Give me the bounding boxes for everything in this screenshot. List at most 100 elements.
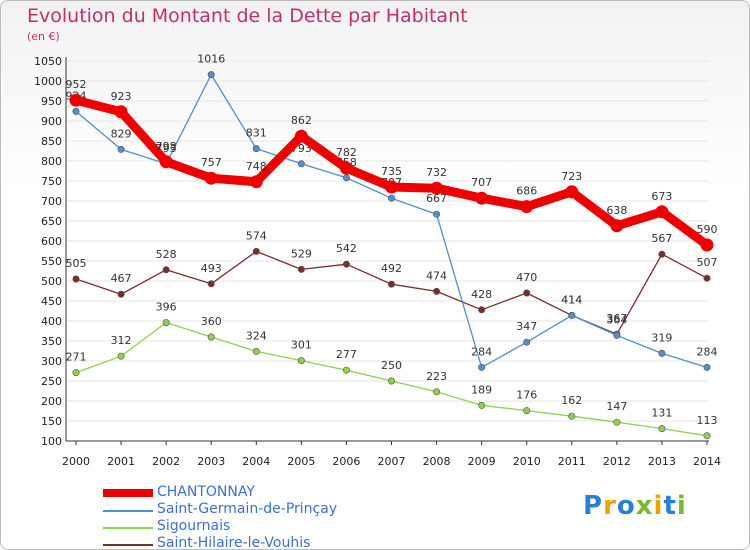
data-point: [568, 311, 576, 319]
data-point: [610, 219, 624, 233]
proxiti-logo: Proxiti: [583, 491, 687, 521]
data-point: [297, 265, 305, 273]
data-point: [342, 366, 350, 374]
data-label: 176: [516, 389, 537, 402]
legend-swatch: [103, 489, 153, 497]
y-tick-label: 300: [41, 355, 62, 368]
data-label: 360: [201, 315, 222, 328]
data-label: 748: [246, 160, 267, 173]
data-label: 923: [111, 90, 132, 103]
data-label: 467: [111, 272, 132, 285]
data-label: 474: [426, 269, 447, 282]
data-label: 667: [426, 192, 447, 205]
logo-letter: i: [676, 491, 687, 521]
data-point: [613, 331, 621, 339]
data-point: [387, 377, 395, 385]
data-point: [703, 274, 711, 282]
data-point: [475, 191, 489, 205]
data-point: [162, 319, 170, 327]
logo-letter: x: [635, 491, 654, 521]
data-point: [478, 363, 486, 371]
x-tick-label: 2009: [468, 455, 496, 468]
data-label: 732: [426, 166, 447, 179]
legend: CHANTONNAY Saint-Germain-de-Prinçay Sigour…: [103, 484, 433, 550]
data-point: [69, 93, 83, 107]
data-label: 364: [606, 313, 627, 326]
y-tick-label: 900: [41, 115, 62, 128]
x-tick-label: 2010: [513, 455, 541, 468]
data-label: 312: [111, 334, 132, 347]
data-point: [297, 357, 305, 365]
legend-label: Saint-Hilaire-le-Vouhis: [157, 535, 311, 550]
data-point: [252, 145, 260, 153]
data-label: 673: [651, 190, 672, 203]
data-label: 862: [291, 114, 312, 127]
data-label: 147: [606, 400, 627, 413]
data-label: 735: [381, 165, 402, 178]
data-point: [387, 194, 395, 202]
x-tick-label: 2004: [242, 455, 270, 468]
x-tick-label: 2000: [62, 455, 90, 468]
data-label: 798: [156, 140, 177, 153]
logo-letter: i: [653, 491, 664, 521]
data-point: [204, 171, 218, 185]
y-tick-label: 250: [41, 375, 62, 388]
data-point: [294, 129, 308, 143]
data-point: [342, 174, 350, 182]
data-point: [658, 349, 666, 357]
y-tick-label: 450: [41, 295, 62, 308]
legend-label: Saint-Germain-de-Prinçay: [157, 501, 338, 517]
data-point: [117, 352, 125, 360]
data-label: 414: [561, 293, 582, 306]
x-tick-label: 2011: [558, 455, 586, 468]
y-tick-label: 1000: [34, 75, 62, 88]
series-chantonnay: 952 923 798 757 748 862 782 735 732 707 686 723 638 6…: [66, 78, 718, 252]
x-tick-label: 2003: [197, 455, 225, 468]
x-tick-label: 2001: [107, 455, 135, 468]
x-tick-label: 2012: [603, 455, 631, 468]
line-chart: 100 150 200 250 300 350 400 450 500 550 600 650 700 7…: [34, 53, 721, 468]
logo-letter: P: [583, 491, 604, 521]
data-point: [658, 250, 666, 258]
data-label: 782: [336, 146, 357, 159]
data-point: [700, 238, 714, 252]
series-saint-germain-de-prin-ay: 9248297931016831793758707667284347414364…: [66, 53, 718, 371]
data-point: [433, 210, 441, 218]
data-label: 319: [651, 331, 672, 344]
data-point: [72, 107, 80, 115]
chart-title: Evolution du Montant de la Dette par Hab…: [27, 5, 468, 27]
data-label: 529: [291, 247, 312, 260]
logo-letter: r: [603, 491, 617, 521]
series-sigournais: 271 312 396 360 324 301 277 250 223 189 176 162 147 1…: [66, 301, 718, 440]
data-label: 250: [381, 359, 402, 372]
y-tick-label: 150: [41, 415, 62, 428]
x-tick-label: 2014: [693, 455, 721, 468]
y-tick-label: 200: [41, 395, 62, 408]
data-point: [478, 401, 486, 409]
data-point: [114, 105, 128, 119]
data-point: [523, 338, 531, 346]
chart-unit: (en €): [27, 30, 60, 43]
data-label: 507: [697, 256, 718, 269]
data-point: [159, 155, 173, 169]
data-point: [433, 287, 441, 295]
data-point: [117, 290, 125, 298]
logo-letter: o: [616, 491, 636, 521]
data-label: 284: [697, 345, 718, 358]
data-point: [703, 432, 711, 440]
legend-swatch: [103, 510, 153, 512]
x-tick-label: 2007: [378, 455, 406, 468]
data-label: 324: [246, 329, 267, 342]
data-point: [613, 418, 621, 426]
y-tick-label: 1050: [34, 55, 62, 68]
data-label: 1016: [197, 53, 225, 66]
legend-item: CHANTONNAY: [103, 484, 433, 502]
data-point: [252, 347, 260, 355]
data-label: 723: [561, 170, 582, 183]
legend-label: Sigournais: [157, 518, 231, 534]
legend-swatch: [103, 544, 153, 546]
data-label: 707: [471, 176, 492, 189]
data-label: 428: [471, 288, 492, 301]
data-label: 271: [66, 351, 87, 364]
legend-item: Saint-Hilaire-le-Vouhis: [103, 535, 433, 550]
